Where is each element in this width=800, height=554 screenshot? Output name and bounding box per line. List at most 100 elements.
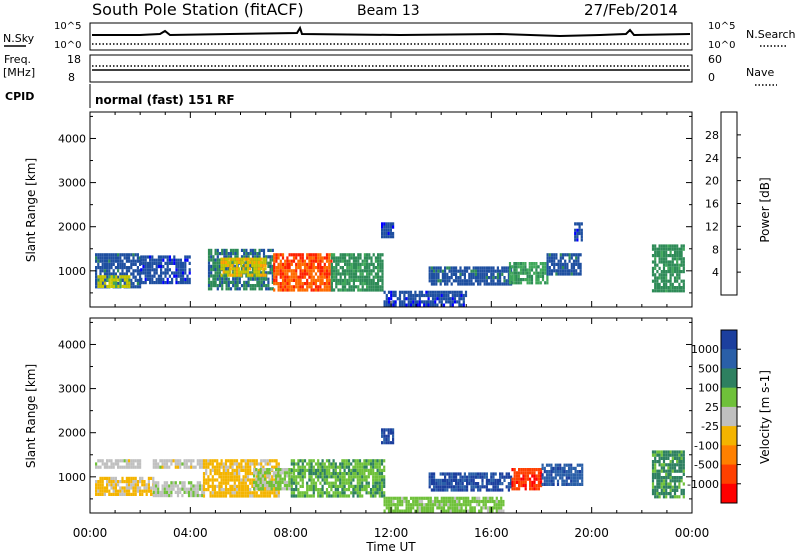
echo-cell [508,265,512,269]
echo-cell [235,465,239,469]
echo-cell [319,278,322,282]
echo-cell [574,231,577,236]
echo-cell [236,255,239,259]
echo-cell [119,262,122,266]
echo-cell [483,485,486,489]
echo-cell [492,272,495,276]
echo-cell [574,466,577,470]
echo-cell [125,476,128,480]
echo-cell [290,253,293,257]
echo-cell [104,275,107,279]
echo-cell [312,275,315,279]
echo-cell [435,272,438,276]
echo-cell [220,491,223,495]
echo-cell [317,478,320,482]
echo-cell [473,509,476,513]
echo-cell [106,480,109,484]
echo-cell [157,281,160,285]
echo-cell [281,256,285,260]
echo-cell [414,503,417,507]
echo-cell [550,272,554,276]
echo-cell [229,494,232,498]
echo-cell [387,434,390,438]
echo-cell [463,272,466,276]
echo-cell [344,262,347,266]
echo-cell [524,484,527,488]
echo-cell [456,503,459,507]
echo-cell [520,477,523,481]
freq-tick-high: 18 [67,53,81,66]
echo-cell [435,276,438,280]
echo-cell [233,459,236,463]
echo-cell [524,265,527,269]
echo-cell [493,503,496,507]
echo-cell [654,466,657,470]
echo-cell [461,488,464,492]
echo-cell [256,284,259,288]
echo-cell [179,490,182,494]
echo-cell [401,290,404,294]
echo-cell [225,280,228,284]
echo-cell [451,297,454,301]
echo-cell [448,269,451,273]
echo-cell [578,225,581,229]
echo-cell [420,509,424,513]
echo-cell [325,272,329,276]
echo-cell [99,281,102,285]
echo-cell [669,495,672,499]
echo-cell [445,503,448,507]
echo-cell [359,288,362,292]
echo-cell [227,252,230,256]
echo-cell [123,253,126,257]
echo-cell [533,487,536,491]
echo-cell [559,272,562,276]
echo-cell [321,272,324,276]
echo-cell [220,494,223,498]
echo-cell [447,290,450,294]
echo-cell [182,274,185,278]
echo-cell [221,252,224,256]
echo-cell [343,468,346,472]
echo-cell [132,465,135,469]
echo-cell [403,297,406,301]
echo-cell [427,290,430,294]
echo-cell [303,262,307,266]
echo-cell [308,282,311,286]
echo-cell [555,272,558,276]
echo-cell [123,480,126,484]
echo-cell [130,282,133,286]
echo-cell [323,275,326,279]
echo-cell [548,482,551,486]
echo-cell [223,280,226,284]
echo-cell [168,487,171,491]
echo-cell [268,477,271,481]
echo-cell [680,244,683,248]
echo-cell [334,465,337,469]
echo-cell [301,459,304,463]
echo-cell [383,465,386,469]
echo-cell [328,266,331,270]
echo-cell [669,463,672,467]
echo-cell [381,262,384,266]
echo-cell [441,272,444,276]
echo-cell [153,268,156,272]
echo-cell [190,494,193,498]
echo-cell [152,487,155,491]
echo-cell [139,476,142,480]
echo-cell [671,289,674,293]
echo-cell [275,465,278,469]
echo-cell [123,278,127,282]
echo-cell [306,253,309,257]
echo-cell [363,266,366,270]
echo-cell [565,470,568,474]
echo-cell [667,476,670,480]
echo-cell [225,284,228,288]
echo-cell [229,472,232,476]
echo-cell [275,459,278,463]
echo-cell [97,480,100,484]
echo-cell [310,278,313,282]
echo-cell [366,282,369,286]
echo-cell [132,285,135,289]
noise-tick-high-right: 10^5 [708,21,735,32]
echo-cell [356,488,359,492]
